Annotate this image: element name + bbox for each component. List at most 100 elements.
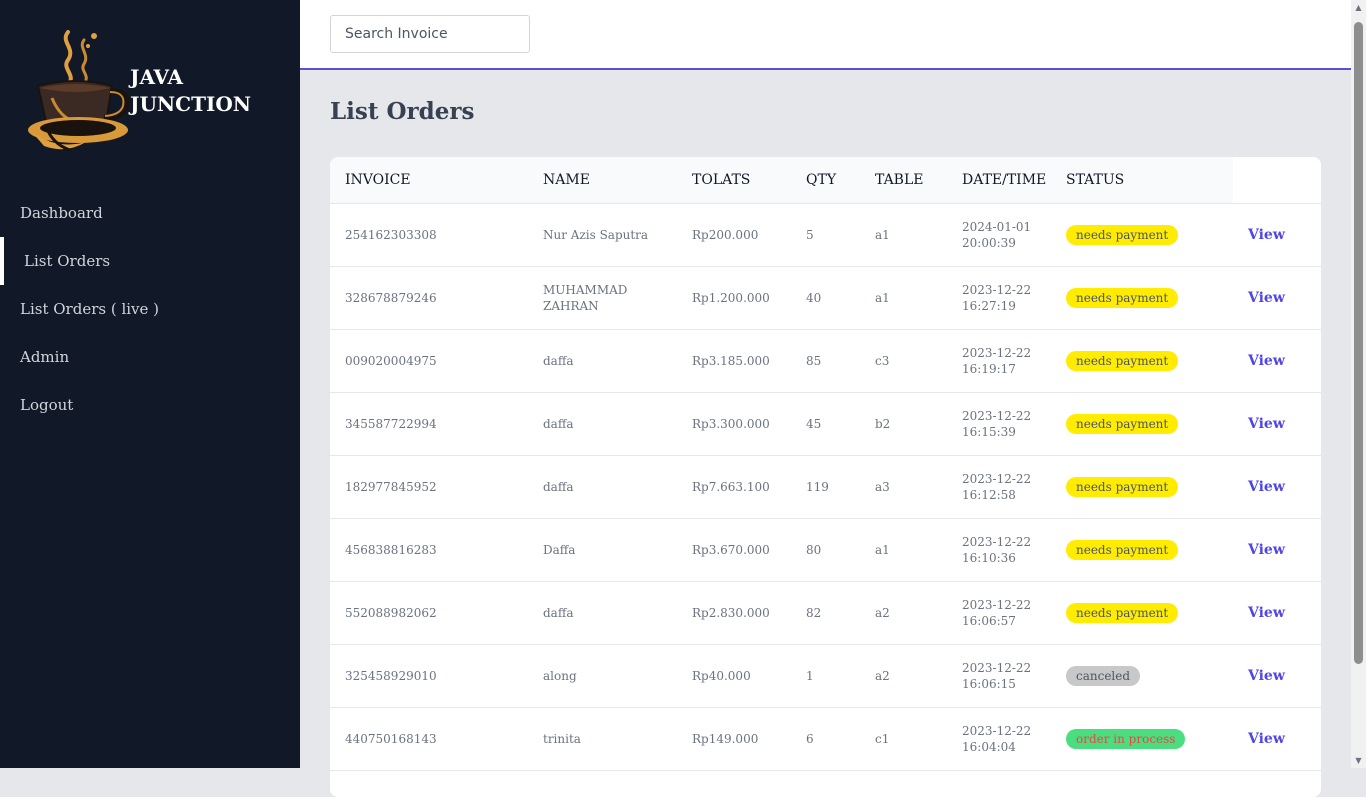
brand-line1: JAVA <box>130 65 184 89</box>
status-badge: needs payment <box>1066 602 1179 623</box>
cell-date: 2023-12-22 <box>962 534 1032 549</box>
header-invoice: INVOICE <box>330 157 528 204</box>
cell-datetime: 2023-12-22 16:06:15 <box>947 644 1051 708</box>
cell-date: 2023-12-22 <box>962 660 1032 675</box>
cell-name: trinita <box>528 707 677 771</box>
cell-date: 2023-12-22 <box>962 408 1032 423</box>
header-name: NAME <box>528 157 677 204</box>
table-row: 328678879246 MUHAMMAD ZAHRAN Rp1.200.000 40… <box>330 266 1321 330</box>
cell-invoice: 552088982062 <box>330 581 528 645</box>
view-order-link[interactable]: View <box>1248 604 1285 621</box>
cell-action: View <box>1233 644 1321 708</box>
view-order-link[interactable]: View <box>1248 730 1285 747</box>
cell-time: 16:10:36 <box>962 550 1016 565</box>
view-order-link[interactable]: View <box>1248 667 1285 684</box>
cell-invoice: 009020004975 <box>330 329 528 393</box>
header-status: STATUS <box>1051 157 1233 204</box>
view-order-link[interactable]: View <box>1248 415 1285 432</box>
cell-total: Rp40.000 <box>677 644 791 708</box>
cell-date: 2023-12-22 <box>962 345 1032 360</box>
cell-total: Rp7.663.100 <box>677 455 791 519</box>
orders-table: INVOICE NAME TOLATS QTY TABLE DATE/TIME … <box>330 157 1321 771</box>
sidebar-item-logout[interactable]: Logout <box>20 396 74 414</box>
sidebar: JAVA JUNCTION Dashboard List Orders List… <box>0 0 300 768</box>
table-row: 182977845952 daffa Rp7.663.100 119 a3 2023-12… <box>330 455 1321 519</box>
view-order-link[interactable]: View <box>1248 541 1285 558</box>
cell-table: c3 <box>860 329 947 393</box>
cell-invoice: 345587722994 <box>330 392 528 456</box>
cell-name: daffa <box>528 329 677 393</box>
cell-qty: 80 <box>791 518 860 582</box>
cell-status: needs payment <box>1051 518 1233 582</box>
cell-qty: 40 <box>791 266 860 330</box>
view-order-link[interactable]: View <box>1248 352 1285 369</box>
sidebar-item-admin[interactable]: Admin <box>20 348 70 366</box>
status-badge: needs payment <box>1066 539 1179 560</box>
cell-time: 16:15:39 <box>962 424 1016 439</box>
status-badge: needs payment <box>1066 476 1179 497</box>
sidebar-nav: Dashboard List Orders List Orders ( live… <box>0 189 300 429</box>
page-scrollbar[interactable]: ▲ ▼ <box>1351 0 1366 768</box>
sidebar-item-list-orders-live[interactable]: List Orders ( live ) <box>20 300 160 318</box>
cell-action: View <box>1233 707 1321 771</box>
scroll-down-arrow-icon[interactable]: ▼ <box>1355 756 1362 765</box>
orders-card: INVOICE NAME TOLATS QTY TABLE DATE/TIME … <box>330 157 1321 797</box>
cell-action: View <box>1233 518 1321 582</box>
cell-name: along <box>528 644 677 708</box>
cell-table: c1 <box>860 707 947 771</box>
brand-logo[interactable]: JAVA JUNCTION <box>26 26 286 156</box>
cell-name: daffa <box>528 581 677 645</box>
top-bar <box>300 0 1351 70</box>
cell-name: daffa <box>528 455 677 519</box>
table-row: 009020004975 daffa Rp3.185.000 85 c3 2023-12-… <box>330 329 1321 393</box>
scroll-up-arrow-icon[interactable]: ▲ <box>1355 3 1362 12</box>
cell-total: Rp1.200.000 <box>677 266 791 330</box>
cell-action: View <box>1233 581 1321 645</box>
sidebar-item-list-orders[interactable]: List Orders <box>0 237 300 285</box>
scroll-thumb[interactable] <box>1354 22 1363 664</box>
cell-table: a1 <box>860 266 947 330</box>
cell-invoice: 182977845952 <box>330 455 528 519</box>
cell-invoice: 456838816283 <box>330 518 528 582</box>
status-badge: needs payment <box>1066 413 1179 434</box>
cell-name: daffa <box>528 392 677 456</box>
search-input[interactable] <box>330 15 530 53</box>
cell-qty: 5 <box>791 203 860 267</box>
cell-action: View <box>1233 329 1321 393</box>
status-badge: canceled <box>1066 665 1141 686</box>
cell-datetime: 2023-12-22 16:06:57 <box>947 581 1051 645</box>
cell-action: View <box>1233 203 1321 267</box>
cell-status: needs payment <box>1051 266 1233 330</box>
header-datetime: DATE/TIME <box>947 157 1051 204</box>
cell-status: order in process <box>1051 707 1233 771</box>
cell-datetime: 2023-12-22 16:10:36 <box>947 518 1051 582</box>
cell-total: Rp3.670.000 <box>677 518 791 582</box>
cell-invoice: 254162303308 <box>330 203 528 267</box>
cell-qty: 6 <box>791 707 860 771</box>
status-badge: needs payment <box>1066 350 1179 371</box>
cell-date: 2023-12-22 <box>962 471 1032 486</box>
cell-name: MUHAMMAD ZAHRAN <box>528 266 677 330</box>
cell-datetime: 2023-12-22 16:27:19 <box>947 266 1051 330</box>
cell-status: needs payment <box>1051 203 1233 267</box>
cell-table: a1 <box>860 203 947 267</box>
cell-time: 16:27:19 <box>962 298 1016 313</box>
view-order-link[interactable]: View <box>1248 289 1285 306</box>
cell-date: 2023-12-22 <box>962 597 1032 612</box>
cell-time: 16:19:17 <box>962 361 1016 376</box>
cell-qty: 82 <box>791 581 860 645</box>
orders-table-body: 254162303308 Nur Azis Saputra Rp200.000 5 a1… <box>330 203 1321 771</box>
view-order-link[interactable]: View <box>1248 478 1285 495</box>
cell-name: Daffa <box>528 518 677 582</box>
cell-time: 16:06:57 <box>962 613 1016 628</box>
sidebar-item-dashboard[interactable]: Dashboard <box>20 204 103 222</box>
cell-qty: 119 <box>791 455 860 519</box>
status-badge: order in process <box>1066 728 1186 749</box>
cell-table: b2 <box>860 392 947 456</box>
cell-qty: 85 <box>791 329 860 393</box>
view-order-link[interactable]: View <box>1248 226 1285 243</box>
cell-invoice: 440750168143 <box>330 707 528 771</box>
cell-date: 2024-01-01 <box>962 219 1032 234</box>
cell-table: a3 <box>860 455 947 519</box>
cell-status: canceled <box>1051 644 1233 708</box>
